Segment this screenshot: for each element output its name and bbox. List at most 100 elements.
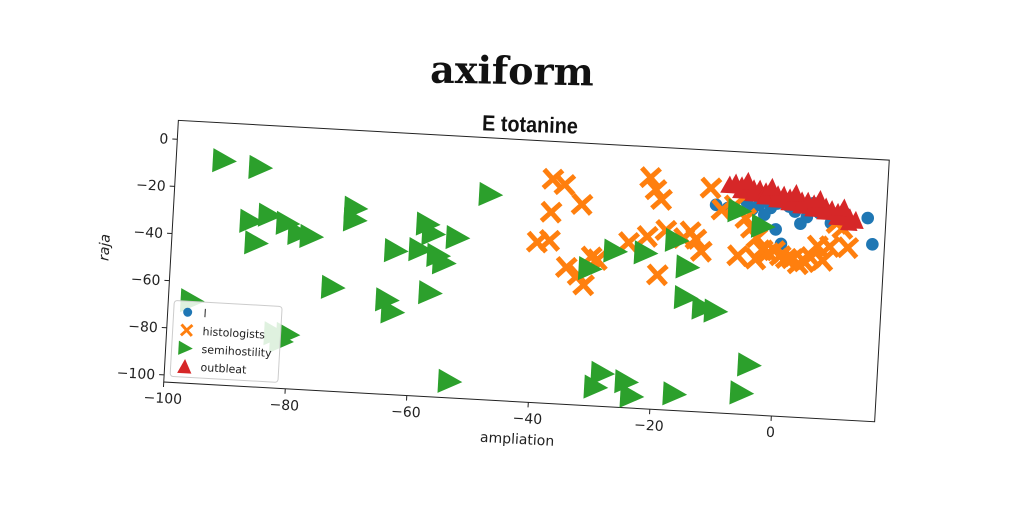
y-tick-label: −40 bbox=[133, 224, 163, 242]
data-point bbox=[729, 380, 755, 405]
x-tick-label: −100 bbox=[143, 390, 182, 408]
data-point bbox=[257, 202, 283, 227]
chart-area: −100 −80 −60 −40 −20 0 0 −20 −40 −60 −80 −100 ampl… bbox=[96, 119, 890, 450]
data-point bbox=[244, 230, 269, 255]
data-point bbox=[689, 239, 713, 263]
legend-label: histologists bbox=[202, 325, 265, 341]
data-point bbox=[756, 186, 774, 206]
data-point bbox=[408, 237, 434, 262]
y-axis: 0 −20 −40 −60 −80 −100 bbox=[116, 131, 178, 383]
y-tick-label: −60 bbox=[130, 272, 160, 290]
data-point bbox=[804, 199, 822, 218]
series-histologists bbox=[525, 166, 860, 297]
data-point bbox=[691, 295, 717, 320]
series-outbleat bbox=[720, 171, 864, 232]
legend-item: histologists bbox=[179, 323, 266, 342]
data-point bbox=[786, 183, 805, 203]
data-point bbox=[726, 244, 750, 268]
x-tick-label: −40 bbox=[512, 411, 542, 429]
x-axis: −100 −80 −60 −40 −20 0 bbox=[143, 381, 775, 441]
data-point bbox=[553, 173, 577, 196]
data-point bbox=[774, 247, 798, 270]
data-point bbox=[780, 193, 798, 212]
y-tick-label: −100 bbox=[116, 365, 155, 383]
data-point bbox=[418, 280, 443, 305]
data-point bbox=[866, 238, 879, 251]
data-point bbox=[662, 381, 688, 406]
data-point bbox=[275, 321, 301, 346]
legend-item: l bbox=[183, 307, 207, 320]
data-point bbox=[212, 148, 237, 173]
data-point bbox=[538, 229, 561, 252]
legend-label: outbleat bbox=[200, 361, 247, 377]
data-point bbox=[703, 298, 729, 323]
legend-label: semihostility bbox=[201, 343, 272, 360]
legend-box bbox=[169, 300, 283, 383]
data-point bbox=[275, 210, 301, 235]
data-point bbox=[635, 225, 659, 248]
data-point bbox=[541, 167, 565, 191]
legend-item: semihostility bbox=[178, 340, 272, 360]
data-point bbox=[248, 154, 274, 179]
legend-marker bbox=[183, 307, 193, 317]
data-point bbox=[744, 183, 762, 203]
y-tick-label: −80 bbox=[128, 319, 158, 337]
data-point bbox=[287, 220, 313, 245]
data-point bbox=[445, 224, 471, 250]
data-point bbox=[811, 249, 835, 272]
data-point bbox=[834, 198, 853, 217]
data-point bbox=[810, 190, 829, 209]
data-point bbox=[421, 221, 447, 246]
data-point bbox=[664, 227, 690, 252]
data-point bbox=[614, 369, 640, 394]
data-point bbox=[750, 213, 776, 238]
data-point bbox=[239, 208, 265, 233]
data-point bbox=[554, 255, 578, 279]
data-point bbox=[675, 254, 701, 279]
data-point bbox=[710, 198, 734, 222]
y-tick-label: 0 bbox=[159, 131, 169, 147]
data-point bbox=[762, 177, 781, 196]
data-point bbox=[699, 176, 723, 200]
data-point bbox=[374, 287, 400, 312]
data-point bbox=[570, 193, 594, 216]
legend-label: l bbox=[203, 307, 207, 320]
data-point bbox=[639, 166, 662, 189]
legend-marker bbox=[177, 358, 192, 374]
data-point bbox=[583, 374, 609, 399]
y-tick-label: −20 bbox=[136, 177, 166, 195]
data-point bbox=[619, 383, 645, 408]
x-axis-label: ampliation bbox=[480, 430, 555, 450]
data-point bbox=[539, 200, 563, 224]
data-point bbox=[590, 360, 616, 385]
data-point bbox=[738, 171, 757, 190]
data-point bbox=[478, 181, 504, 207]
data-point bbox=[380, 299, 406, 324]
data-point bbox=[861, 211, 875, 225]
data-point bbox=[792, 196, 810, 215]
plot-frame bbox=[163, 119, 890, 423]
y-axis-label: raja bbox=[96, 234, 113, 262]
data-point bbox=[645, 263, 669, 287]
data-point bbox=[673, 284, 699, 310]
data-point bbox=[577, 255, 603, 281]
series-semihostility bbox=[179, 148, 776, 408]
data-point bbox=[633, 240, 659, 265]
data-point bbox=[603, 238, 629, 263]
data-point bbox=[383, 238, 409, 263]
data-point bbox=[828, 207, 846, 226]
data-point bbox=[732, 180, 750, 199]
data-point bbox=[320, 274, 346, 299]
data-point bbox=[839, 212, 858, 232]
x-tick-label: −20 bbox=[634, 417, 664, 435]
data-point bbox=[816, 202, 834, 221]
x-tick-label: −80 bbox=[269, 397, 299, 415]
legend-marker bbox=[179, 323, 194, 337]
data-point bbox=[684, 227, 708, 251]
data-point bbox=[431, 250, 457, 275]
x-tick-label: 0 bbox=[765, 425, 775, 441]
data-point bbox=[415, 211, 441, 236]
data-point bbox=[650, 188, 673, 211]
